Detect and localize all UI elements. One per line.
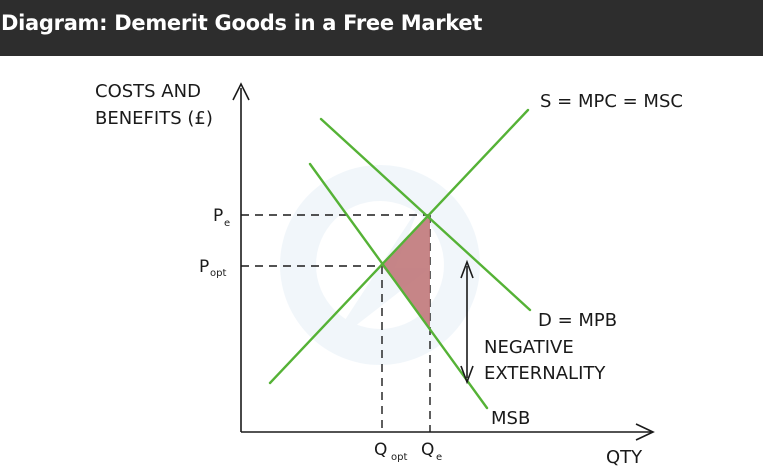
msb-curve (308, 162, 489, 410)
pe-label-sub: e (224, 218, 230, 229)
y-axis-label-line2: BENEFITS (£) (95, 108, 213, 129)
x-axis-label: QTY (606, 447, 643, 468)
supply-curve-label: S = MPC = MSC (540, 91, 683, 112)
externality-arrow-bottom (460, 365, 474, 385)
pe-label: P (213, 206, 223, 226)
externality-label-line2: EXTERNALITY (484, 363, 606, 384)
demand-curve-label: D = MPB (538, 310, 617, 331)
popt-label-sub: opt (210, 268, 226, 279)
popt-label: P (199, 257, 209, 277)
y-axis-label-line1: COSTS AND (95, 81, 201, 102)
welfare-loss-triangle (382, 215, 430, 328)
msb-curve-label: MSB (491, 408, 530, 429)
qe-label-sub: e (436, 452, 442, 463)
page-title: Diagram: Demerit Goods in a Free Market (1, 11, 483, 35)
qe-label: Q (421, 440, 434, 460)
supply-curve (268, 108, 530, 385)
demand-curve (319, 117, 532, 312)
externality-label-line1: NEGATIVE (484, 337, 574, 358)
x-axis-arrow (635, 423, 655, 441)
y-axis-arrow (232, 82, 250, 101)
externality-arrow-top (460, 259, 474, 279)
header-bar: Diagram: Demerit Goods in a Free Market (0, 0, 763, 56)
qopt-label: Q (374, 440, 387, 460)
qopt-label-sub: opt (391, 452, 407, 463)
